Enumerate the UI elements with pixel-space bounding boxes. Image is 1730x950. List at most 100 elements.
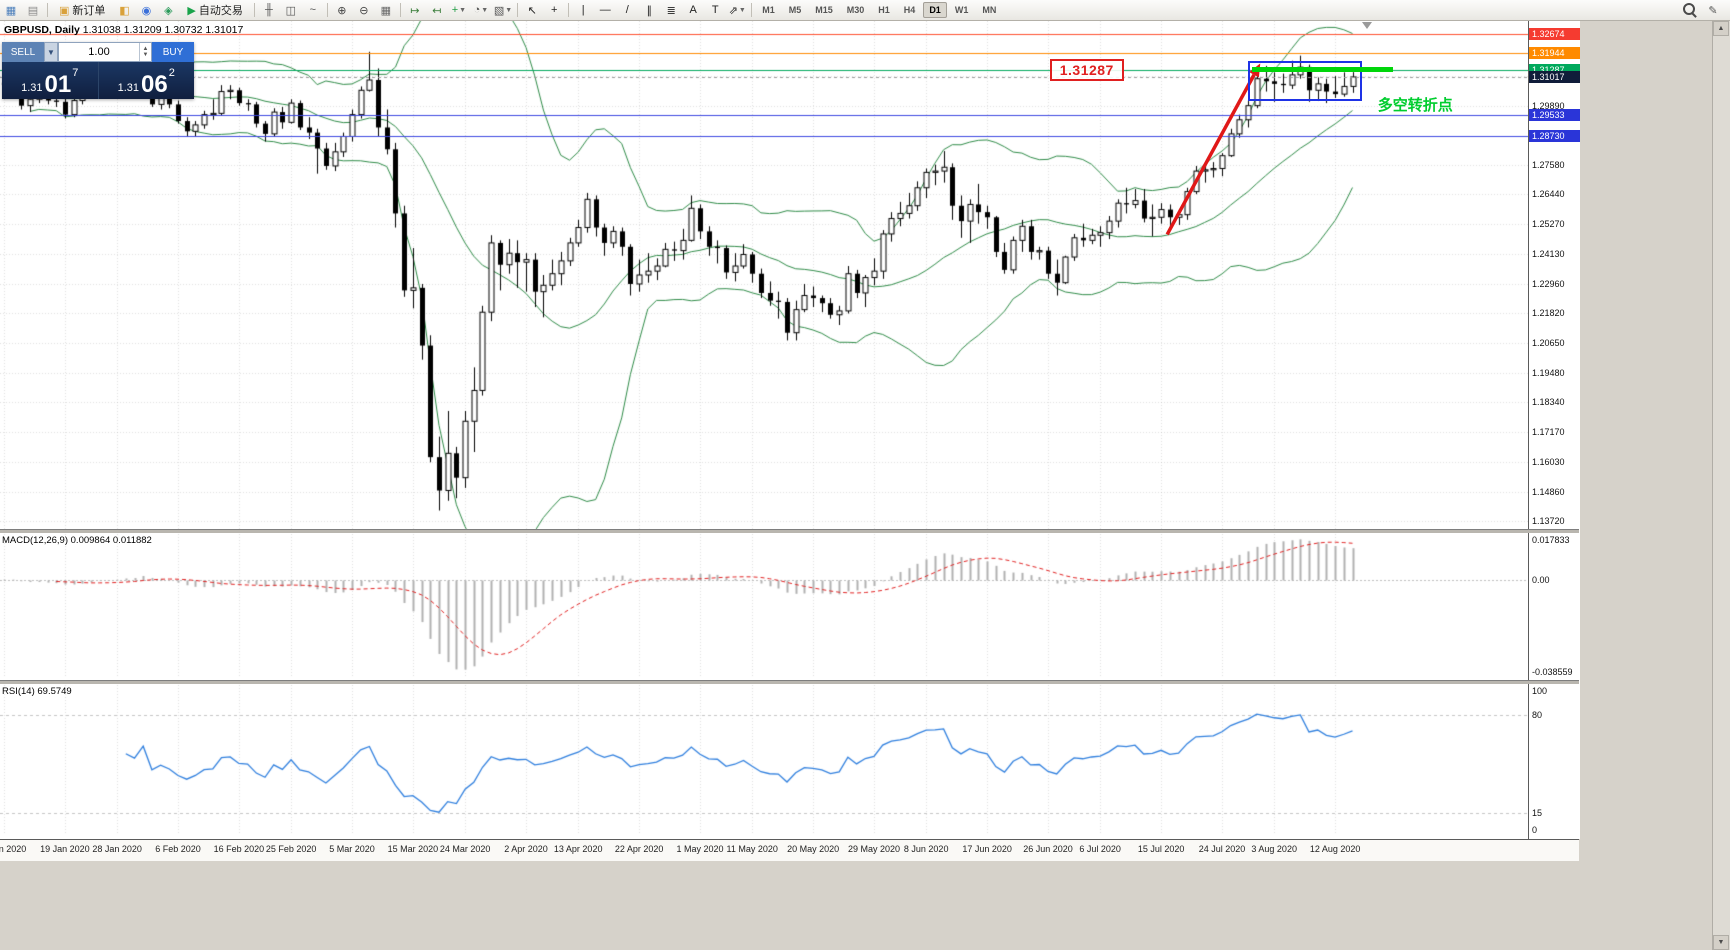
buy-price-big: 06 <box>141 71 168 98</box>
toolbar: ▦ ▤ ▣ 新订单 ◧ ◉ ◈ ▶ 自动交易 ╫ ◫ ~ ⊕ ⊖ ▦ ↦ ↤ + ▼ ◔ ▼ ▧ ▼ ↖ + | — / ∥ ≣ A T ⇗ ▼ … <box>0 0 1730 21</box>
indicators-icon: + <box>451 4 459 16</box>
templates-dropdown-icon: ▧ <box>493 4 505 17</box>
buy-price-button[interactable]: 1.31 06 2 <box>99 62 195 99</box>
strategy-tester-icon: ◈ <box>164 4 173 17</box>
edit-icon[interactable]: ✎ <box>1708 4 1718 17</box>
sell-price-sup: 7 <box>72 67 79 79</box>
buy-tab[interactable]: BUY <box>152 42 194 62</box>
timeframe-m30[interactable]: M30 <box>846 5 865 15</box>
chart-window[interactable]: GBPUSD, Daily 1.31038 1.31209 1.30732 1.… <box>0 21 1580 861</box>
cursor-icon[interactable]: ↖ <box>522 1 542 19</box>
timeframe-w1[interactable]: W1 <box>954 5 969 15</box>
zoom-in-icon: ⊕ <box>337 4 347 17</box>
panel-splitter-macd[interactable] <box>0 529 1579 533</box>
vertical-line-tool-icon[interactable]: | <box>573 1 593 19</box>
sell-price-button[interactable]: 1.31 01 7 <box>2 62 99 99</box>
thick-green-trendline[interactable] <box>1251 67 1393 73</box>
price-tick-label: 1.19480 <box>1532 368 1565 378</box>
fibonacci-tool-icon[interactable]: ≣ <box>661 1 681 19</box>
zoom-out-icon[interactable]: ⊖ <box>354 1 374 19</box>
new-order-button[interactable]: ▣ 新订单 <box>52 1 112 19</box>
zoom-in-icon[interactable]: ⊕ <box>332 1 352 19</box>
templates-dropdown-icon[interactable]: ▧ ▼ <box>493 1 513 19</box>
turning-point-label[interactable]: 多空转折点 <box>1377 97 1453 115</box>
price-tick-label: 1.20650 <box>1532 337 1565 348</box>
date-tick-label: 5 Mar 2020 <box>329 844 375 854</box>
lot-size-value: 1.00 <box>88 46 110 58</box>
toolbar-separator <box>568 3 570 17</box>
autotrading-button[interactable]: ▶ 自动交易 <box>180 1 249 19</box>
date-tick-label: 13 Apr 2020 <box>553 844 603 854</box>
tile-windows-icon[interactable]: ▦ <box>376 1 396 19</box>
one-click-trading-panel[interactable]: SELL ▼ 1.00 ▲ ▼ BUY 1.31 01 7 1.31 06 2 <box>2 42 194 99</box>
buy-price-small: 1.31 <box>117 82 140 94</box>
horizontal-line-tool-icon[interactable]: — <box>595 1 615 19</box>
indicators-icon[interactable]: + ▼ <box>449 1 469 19</box>
order-type-dropdown[interactable]: ▼ <box>44 42 58 62</box>
strategy-tester-icon[interactable]: ◈ <box>158 1 178 19</box>
buy-price-sup: 2 <box>168 67 175 79</box>
cursor-icon: ↖ <box>527 4 537 17</box>
timeframe-mn[interactable]: MN <box>982 5 997 15</box>
candlestick-chart-icon[interactable]: ◫ <box>281 1 301 19</box>
line-chart-icon[interactable]: ~ <box>303 1 323 19</box>
rsi-label: RSI(14) 69.5749 <box>2 686 72 697</box>
bar-chart-icon: ╫ <box>264 4 273 16</box>
search-icon[interactable] <box>1681 1 1701 19</box>
scroll-down-arrow[interactable]: ▼ <box>1713 935 1729 950</box>
crosshair-icon[interactable]: + <box>544 1 564 19</box>
trendline-tool-icon[interactable]: / <box>617 1 637 19</box>
sell-price-big: 01 <box>44 71 72 98</box>
toolbar-separator <box>253 3 255 17</box>
date-tick-label: 22 Apr 2020 <box>614 844 664 854</box>
toolbar-separator <box>751 3 753 17</box>
lot-size-input[interactable]: 1.00 ▲ ▼ <box>58 42 152 62</box>
auto-scroll-icon: ↦ <box>410 4 420 17</box>
panel-splitter-rsi[interactable] <box>0 680 1579 684</box>
new-order-icon: ▣ <box>59 4 70 17</box>
price-scale[interactable]: 1.29890 1.27580 1.26440 1.25270 1.24130 1.229… <box>1528 21 1580 839</box>
lot-stepper[interactable]: ▲ ▼ <box>139 43 151 61</box>
price-annotation-box[interactable]: 1.31287 <box>1049 58 1124 81</box>
timeframe-h1[interactable]: H1 <box>878 5 890 15</box>
bar-chart-icon[interactable]: ╫ <box>259 1 279 19</box>
periods-dropdown-icon[interactable]: ◔ ▼ <box>471 1 491 19</box>
scroll-up-arrow[interactable]: ▲ <box>1713 21 1729 36</box>
timeframe-h4[interactable]: H4 <box>903 5 916 15</box>
autotrading-icon: ▶ <box>187 4 196 17</box>
date-tick-label: 29 May 2020 <box>847 844 901 854</box>
chart-shift-icon[interactable]: ↤ <box>427 1 447 19</box>
new-chart-icon[interactable]: ▦ <box>1 1 21 19</box>
date-tick-label: 9 Jan 2020 <box>0 844 27 854</box>
chevron-down-icon: ▼ <box>459 6 467 14</box>
periods-dropdown-icon: ◔ <box>473 4 481 16</box>
chart-profiles-icon[interactable]: ▤ <box>23 1 43 19</box>
price-tick-label: 1.16030 <box>1532 456 1565 467</box>
price-chart-canvas[interactable] <box>0 21 1528 839</box>
date-tick-label: 25 Feb 2020 <box>265 844 317 854</box>
toolbar-separator <box>517 3 519 17</box>
chart-shift-marker[interactable] <box>1362 22 1372 29</box>
history-center-icon[interactable]: ◧ <box>114 1 134 19</box>
sell-tab[interactable]: SELL <box>2 42 44 62</box>
vertical-scrollbar[interactable]: ▲ ▼ <box>1712 21 1730 950</box>
auto-scroll-icon[interactable]: ↦ <box>405 1 425 19</box>
label-tool-icon[interactable]: T <box>705 1 725 19</box>
timeframe-d1[interactable]: D1 <box>923 2 947 18</box>
date-tick-label: 8 Jun 2020 <box>903 844 949 854</box>
global-settings-icon[interactable]: ◉ <box>136 1 156 19</box>
text-tool-icon[interactable]: A <box>683 1 703 19</box>
timeframe-m1[interactable]: M1 <box>762 5 775 15</box>
macd-name: MACD(12,26,9) <box>2 535 68 546</box>
arrows-dropdown-icon[interactable]: ⇗ ▼ <box>727 1 747 19</box>
timeframe-m5[interactable]: M5 <box>788 5 802 15</box>
new-order-button-label: 新订单 <box>72 5 106 17</box>
timeframe-m15[interactable]: M15 <box>815 5 833 15</box>
vertical-line-tool-icon: | <box>581 4 585 16</box>
chart-profiles-icon: ▤ <box>27 4 39 17</box>
price-tick-label: 1.13720 <box>1532 515 1565 526</box>
channel-tool-icon[interactable]: ∥ <box>639 1 659 19</box>
price-tick-label: 1.27580 <box>1532 160 1565 171</box>
